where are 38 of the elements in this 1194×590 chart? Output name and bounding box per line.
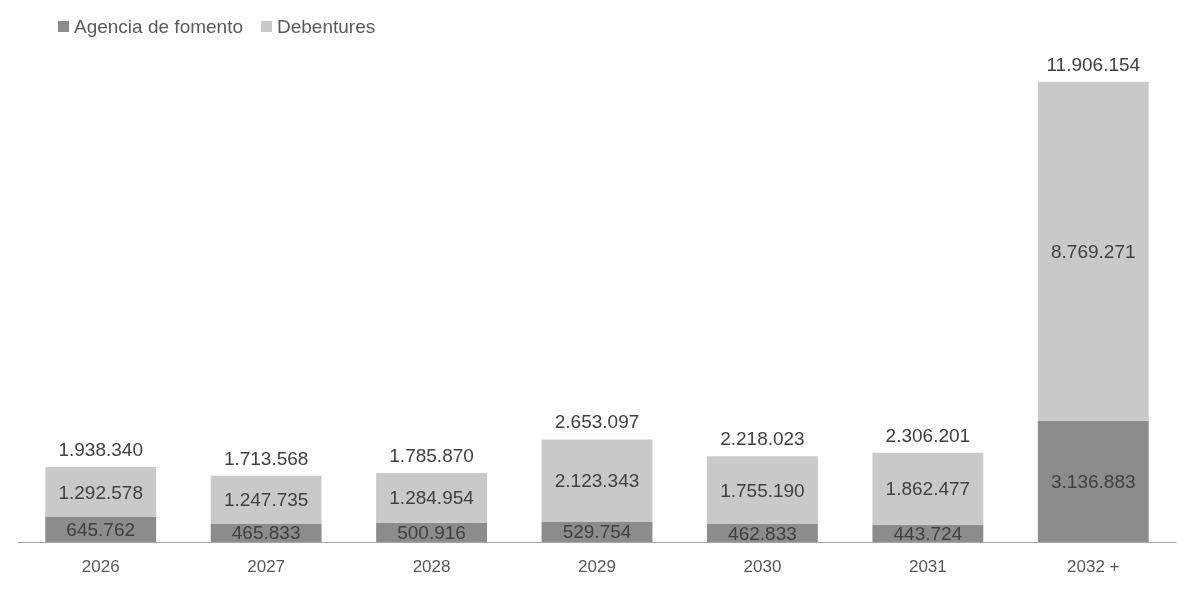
total-label: 2.306.201: [885, 424, 971, 446]
x-tick-label: 2030: [743, 557, 782, 576]
x-tick-label: 2027: [247, 557, 286, 576]
data-label: 645.762: [66, 519, 136, 541]
data-label: 1.284.954: [389, 487, 475, 509]
x-tick-label: 2029: [578, 557, 616, 576]
bar: [872, 452, 984, 525]
total-label: 11.906.154: [1046, 53, 1141, 75]
bar: [210, 475, 322, 524]
total-label: 2.218.023: [720, 428, 805, 450]
bar: [376, 472, 487, 523]
data-label: 465.833: [231, 522, 301, 544]
data-label: 1.247.735: [223, 489, 309, 511]
total-label: 1.938.340: [58, 439, 143, 461]
data-label: 1.862.477: [885, 478, 971, 500]
total-label: 2.653.097: [554, 411, 640, 433]
x-tick-label: 2028: [412, 557, 451, 576]
data-label: 1.292.578: [58, 481, 143, 503]
data-label: 1.755.190: [720, 479, 805, 501]
data-label: 462.833: [728, 522, 797, 544]
bar: [45, 467, 157, 518]
total-label: 1.713.568: [223, 447, 309, 469]
x-tick-label: 2032 +: [1067, 557, 1120, 576]
bar: [707, 456, 818, 525]
bar: [1037, 420, 1149, 542]
data-label: 500.916: [397, 521, 466, 543]
legend-label: Debentures: [277, 16, 376, 37]
data-label: 2.123.343: [554, 469, 640, 491]
x-tick-label: 2031: [908, 557, 947, 576]
x-tick-label: 2026: [81, 557, 120, 576]
data-label: 443.724: [893, 522, 963, 544]
data-label: 3.136.883: [1051, 470, 1136, 492]
total-label: 1.785.870: [389, 444, 474, 466]
bar: [1037, 81, 1149, 421]
legend-label: Agencia de fomento: [74, 16, 244, 37]
data-label: 529.754: [562, 521, 632, 543]
data-label: 8.769.271: [1051, 240, 1136, 262]
bar: [541, 439, 653, 522]
